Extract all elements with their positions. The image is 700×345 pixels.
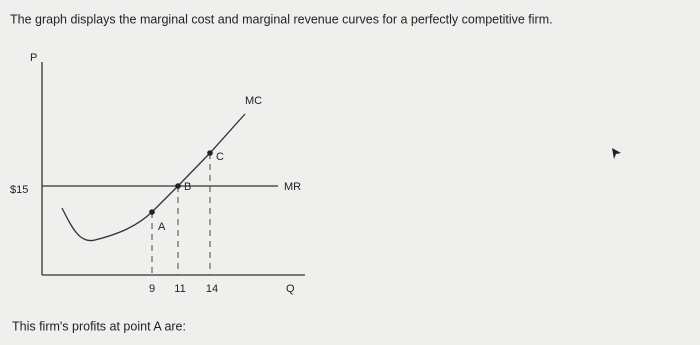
point-label: A bbox=[158, 221, 166, 233]
x-axis-label: Q bbox=[286, 283, 295, 295]
mr-label: MR bbox=[284, 181, 301, 193]
mc-label: MC bbox=[245, 95, 262, 107]
point-label: C bbox=[216, 151, 224, 163]
quantity-tick: 9 bbox=[149, 283, 155, 295]
mc-curve bbox=[61, 113, 246, 242]
cursor bbox=[612, 148, 621, 159]
price-label: $15 bbox=[10, 184, 28, 196]
quantity-tick: 14 bbox=[206, 283, 218, 295]
prompt: This firm's profits at point A are: bbox=[12, 319, 186, 333]
point-label: B bbox=[184, 181, 191, 193]
quantity-tick: 11 bbox=[174, 283, 185, 295]
question: The graph displays the marginal cost and… bbox=[10, 12, 553, 26]
point bbox=[175, 183, 181, 189]
point bbox=[149, 209, 155, 215]
y-axis-label: P bbox=[30, 52, 37, 64]
point bbox=[207, 150, 213, 156]
